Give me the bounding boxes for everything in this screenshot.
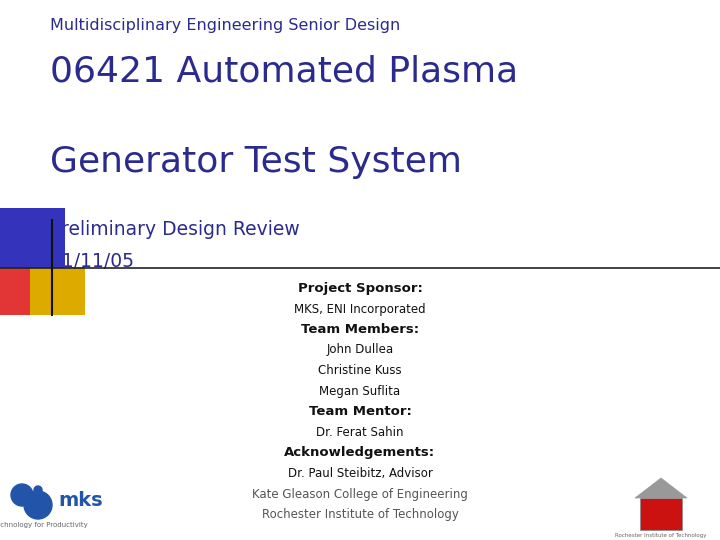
Text: Technology for Productivity: Technology for Productivity xyxy=(0,522,87,528)
Text: 06421 Automated Plasma: 06421 Automated Plasma xyxy=(50,55,518,89)
Text: Dr. Ferat Sahin: Dr. Ferat Sahin xyxy=(316,426,404,438)
Polygon shape xyxy=(635,478,687,498)
Text: Multidisciplinary Engineering Senior Design: Multidisciplinary Engineering Senior Des… xyxy=(50,18,400,33)
Text: Kate Gleason College of Engineering
Rochester Institute of Technology: Kate Gleason College of Engineering Roch… xyxy=(252,488,468,521)
Text: Generator Test System: Generator Test System xyxy=(50,145,462,179)
Circle shape xyxy=(24,491,52,519)
Bar xyxy=(0,263,52,315)
Circle shape xyxy=(34,486,42,494)
Text: Project Sponsor:: Project Sponsor: xyxy=(297,282,423,295)
Text: Preliminary Design Review: Preliminary Design Review xyxy=(50,220,300,239)
Text: Dr. Paul Steibitz, Advisor: Dr. Paul Steibitz, Advisor xyxy=(287,467,433,480)
Text: 11/11/05: 11/11/05 xyxy=(50,252,134,271)
Bar xyxy=(640,498,682,530)
Bar xyxy=(0,208,65,268)
Text: Acknowledgements:: Acknowledgements: xyxy=(284,446,436,459)
Text: Team Mentor:: Team Mentor: xyxy=(309,405,411,418)
Text: MKS, ENI Incorporated: MKS, ENI Incorporated xyxy=(294,302,426,315)
Text: mks: mks xyxy=(58,490,103,510)
Text: Team Members:: Team Members: xyxy=(301,323,419,336)
Text: John Dullea: John Dullea xyxy=(326,343,394,356)
Text: Megan Suflita: Megan Suflita xyxy=(320,384,400,397)
Bar xyxy=(30,267,85,315)
Circle shape xyxy=(11,484,33,506)
Text: Christine Kuss: Christine Kuss xyxy=(318,364,402,377)
Text: Rochester Institute of Technology: Rochester Institute of Technology xyxy=(616,532,707,537)
